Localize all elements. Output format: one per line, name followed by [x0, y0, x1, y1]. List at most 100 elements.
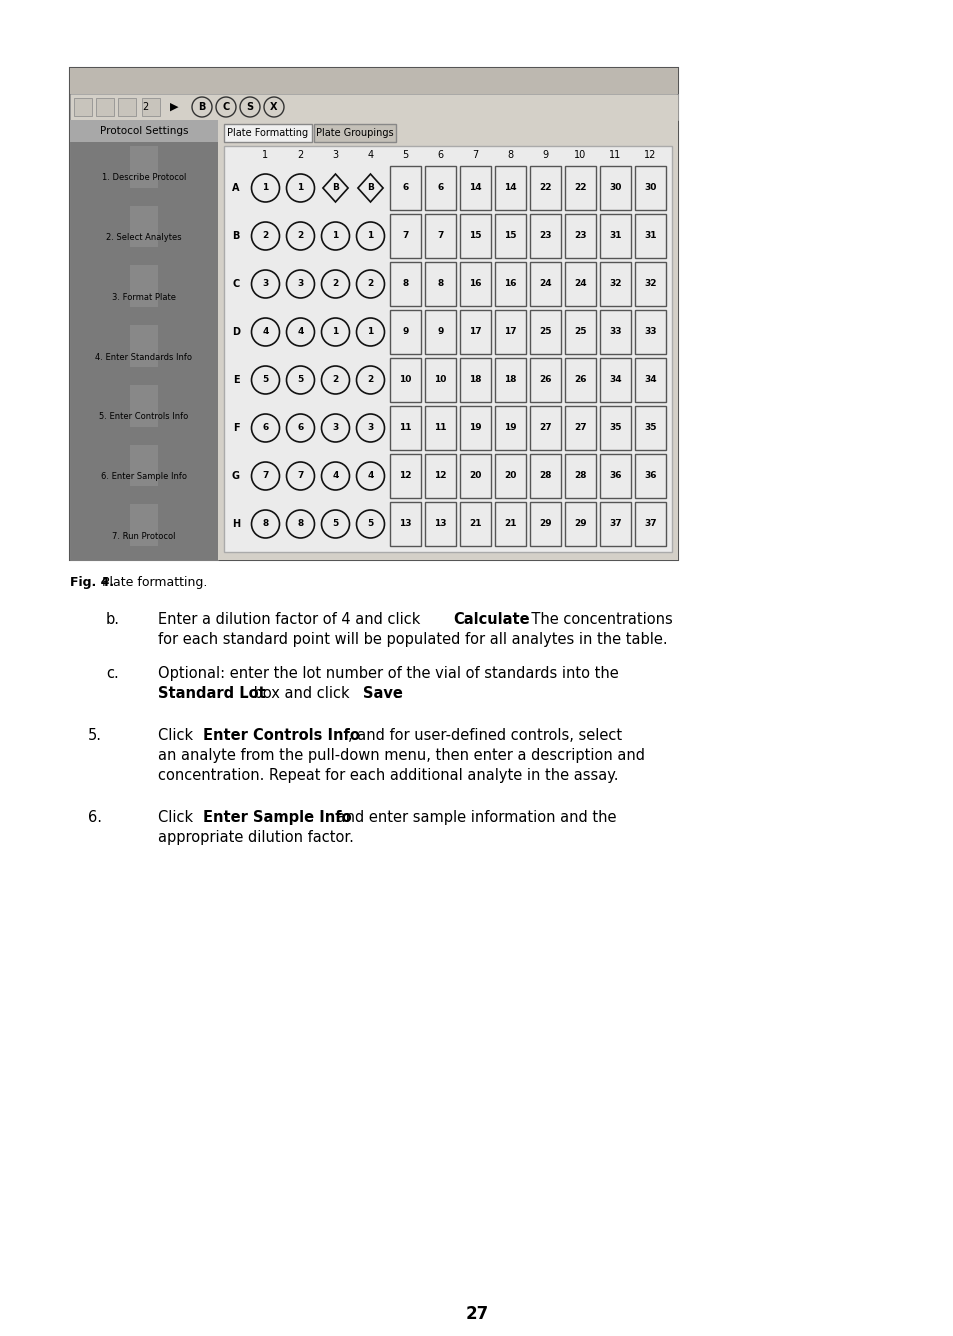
Text: 30: 30 — [609, 183, 621, 192]
Text: X: X — [270, 102, 277, 112]
Text: Protocol Settings: Protocol Settings — [100, 126, 188, 136]
Text: 9: 9 — [542, 150, 548, 160]
Text: 2: 2 — [367, 375, 374, 385]
FancyBboxPatch shape — [564, 358, 596, 402]
Text: 6: 6 — [262, 424, 269, 433]
Text: 5: 5 — [332, 520, 338, 529]
FancyBboxPatch shape — [564, 454, 596, 498]
Text: Enter Controls Info: Enter Controls Info — [203, 728, 360, 743]
FancyBboxPatch shape — [495, 358, 525, 402]
Circle shape — [321, 462, 349, 490]
FancyBboxPatch shape — [635, 502, 665, 546]
Circle shape — [252, 318, 279, 346]
FancyBboxPatch shape — [390, 406, 420, 450]
FancyBboxPatch shape — [424, 166, 456, 210]
Text: 3: 3 — [332, 424, 338, 433]
Text: b.: b. — [106, 612, 120, 627]
Text: Plate Groupings: Plate Groupings — [315, 128, 394, 138]
Text: 4: 4 — [262, 327, 269, 337]
Circle shape — [321, 270, 349, 298]
Circle shape — [252, 270, 279, 298]
FancyBboxPatch shape — [130, 146, 158, 188]
FancyBboxPatch shape — [390, 502, 420, 546]
Text: F: F — [233, 424, 239, 433]
FancyBboxPatch shape — [142, 98, 160, 116]
Circle shape — [356, 222, 384, 250]
Text: 3: 3 — [367, 424, 374, 433]
Text: 7: 7 — [472, 150, 478, 160]
Circle shape — [264, 98, 284, 118]
Text: 13: 13 — [434, 520, 446, 529]
Text: 9: 9 — [436, 327, 443, 337]
Text: 20: 20 — [469, 472, 481, 481]
Text: 6.: 6. — [88, 810, 102, 826]
Text: , and for user-defined controls, select: , and for user-defined controls, select — [347, 728, 621, 743]
Circle shape — [356, 414, 384, 442]
Text: concentration. Repeat for each additional analyte in the assay.: concentration. Repeat for each additiona… — [158, 768, 618, 783]
FancyBboxPatch shape — [424, 358, 456, 402]
Text: 25: 25 — [574, 327, 586, 337]
FancyBboxPatch shape — [495, 502, 525, 546]
Text: Save: Save — [362, 685, 402, 701]
FancyBboxPatch shape — [564, 262, 596, 306]
Text: 34: 34 — [609, 375, 621, 385]
Text: A: A — [232, 183, 239, 192]
Text: 21: 21 — [469, 520, 481, 529]
Text: 5: 5 — [402, 150, 408, 160]
Text: 7: 7 — [297, 472, 303, 481]
FancyBboxPatch shape — [635, 454, 665, 498]
Text: 3: 3 — [332, 150, 338, 160]
Text: Standard Lot: Standard Lot — [158, 685, 266, 701]
Text: Optional: enter the lot number of the vial of standards into the: Optional: enter the lot number of the vi… — [158, 667, 618, 681]
Text: D: D — [232, 327, 240, 337]
FancyBboxPatch shape — [459, 166, 491, 210]
Circle shape — [321, 510, 349, 538]
Circle shape — [356, 270, 384, 298]
Text: c.: c. — [106, 667, 118, 681]
Text: 12: 12 — [434, 472, 446, 481]
FancyBboxPatch shape — [635, 358, 665, 402]
Text: 3. Format Plate: 3. Format Plate — [112, 293, 175, 302]
Text: 25: 25 — [538, 327, 551, 337]
Circle shape — [286, 270, 314, 298]
Text: 13: 13 — [399, 520, 412, 529]
Text: Enter a dilution factor of 4 and click: Enter a dilution factor of 4 and click — [158, 612, 424, 627]
FancyBboxPatch shape — [599, 502, 630, 546]
FancyBboxPatch shape — [459, 502, 491, 546]
Text: C: C — [233, 279, 239, 289]
FancyBboxPatch shape — [424, 262, 456, 306]
Circle shape — [356, 318, 384, 346]
FancyBboxPatch shape — [530, 406, 560, 450]
Circle shape — [286, 318, 314, 346]
Text: 7. Run Protocol: 7. Run Protocol — [112, 532, 175, 541]
Text: 37: 37 — [609, 520, 621, 529]
Text: Plate formatting.: Plate formatting. — [102, 576, 207, 589]
FancyBboxPatch shape — [530, 502, 560, 546]
FancyBboxPatch shape — [70, 120, 218, 142]
Text: 36: 36 — [643, 472, 656, 481]
FancyBboxPatch shape — [530, 358, 560, 402]
Text: 15: 15 — [469, 231, 481, 240]
Text: 18: 18 — [504, 375, 517, 385]
Text: box and click: box and click — [249, 685, 354, 701]
Text: Fig. 4.: Fig. 4. — [70, 576, 114, 589]
Text: 19: 19 — [503, 424, 517, 433]
Text: 5.: 5. — [88, 728, 102, 743]
Text: 14: 14 — [469, 183, 481, 192]
Text: 4: 4 — [332, 472, 338, 481]
FancyBboxPatch shape — [564, 502, 596, 546]
Text: 1: 1 — [367, 327, 374, 337]
Circle shape — [286, 222, 314, 250]
Circle shape — [356, 366, 384, 394]
Text: B: B — [233, 231, 239, 240]
FancyBboxPatch shape — [74, 98, 91, 116]
Text: 6: 6 — [436, 183, 443, 192]
FancyBboxPatch shape — [96, 98, 113, 116]
Text: 8: 8 — [297, 520, 303, 529]
FancyBboxPatch shape — [314, 124, 395, 142]
Circle shape — [215, 98, 235, 118]
Text: S: S — [246, 102, 253, 112]
Circle shape — [286, 174, 314, 202]
Text: 10: 10 — [434, 375, 446, 385]
FancyBboxPatch shape — [599, 454, 630, 498]
